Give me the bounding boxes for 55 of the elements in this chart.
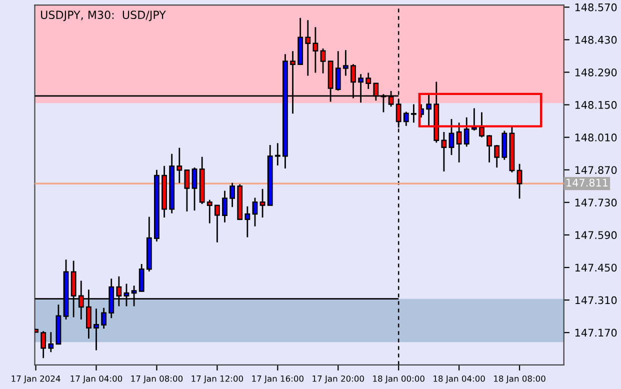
candlestick (486, 134, 492, 164)
candlestick (426, 94, 432, 127)
candlestick (441, 131, 447, 172)
x-tick-label: 17 Jan 08:00 (131, 375, 183, 384)
y-tick-label: 147.450 (575, 264, 617, 272)
candlestick (502, 130, 508, 161)
candlestick (48, 331, 54, 353)
candlestick (448, 118, 454, 156)
y-tick-label: 147.730 (575, 198, 617, 207)
candlestick (244, 206, 250, 238)
candlestick (230, 182, 236, 208)
candlestick (192, 166, 198, 212)
candlestick (411, 104, 416, 124)
x-tick-label: 17 Jan 2024 (12, 375, 60, 384)
candlestick (206, 199, 212, 224)
x-tick-label: 18 Jan 00:00 (373, 375, 424, 384)
x-tick-label: 17 Jan 20:00 (312, 375, 364, 384)
x-tick-label: 17 Jan 12:00 (192, 375, 244, 384)
candlestick (101, 307, 107, 330)
candlestick (403, 111, 409, 127)
candlestick (320, 48, 326, 74)
x-tick-label: 17 Jan 16:00 (252, 375, 304, 384)
candlestick (260, 188, 266, 218)
candlestick (464, 116, 470, 148)
candlestick (252, 197, 258, 228)
candlestick (138, 263, 144, 292)
y-tick-label: 148.150 (575, 101, 617, 109)
candlestick (312, 26, 318, 74)
x-tick-label: 17 Jan 04:00 (70, 375, 122, 384)
chart-title: USDJPY, M30: USD/JPY (41, 10, 166, 22)
ref-line-label: 147.811 (566, 178, 608, 187)
y-tick-label: 148.430 (575, 36, 617, 44)
candlestick (94, 308, 99, 351)
y-tick-label: 147.170 (575, 328, 617, 337)
candlestick (516, 163, 522, 200)
candlestick (342, 49, 348, 76)
y-tick-label: 147.590 (575, 231, 617, 240)
y-tick-label: 147.870 (575, 166, 617, 174)
candlestick (176, 147, 182, 184)
y-tick-label: 147.310 (575, 296, 617, 304)
candlestick (335, 50, 341, 92)
x-tick-label: 18 Jan 08:00 (494, 375, 546, 384)
candlestick (184, 169, 190, 212)
candlestick (222, 190, 228, 224)
candlestick (366, 72, 372, 90)
candlestick (494, 144, 500, 168)
candlestick (471, 108, 477, 132)
candlestick (274, 142, 280, 166)
y-tick-label: 148.010 (575, 134, 617, 142)
y-tick-label: 148.290 (575, 68, 617, 76)
candlestick (305, 19, 311, 76)
candlestick (40, 330, 46, 359)
x-tick-label: 18 Jan 04:00 (434, 375, 485, 384)
candlestick (214, 204, 220, 244)
y-tick-label: 148.570 (575, 3, 617, 12)
